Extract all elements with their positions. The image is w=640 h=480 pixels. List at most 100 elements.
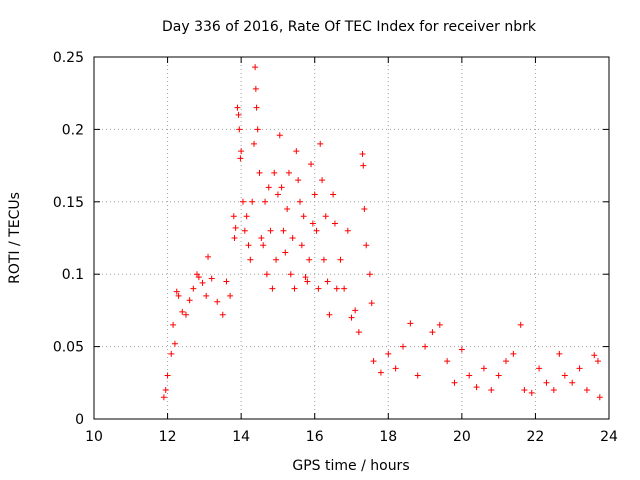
data-point (186, 297, 193, 304)
data-point (162, 387, 169, 394)
data-point (230, 213, 237, 220)
data-point (355, 329, 362, 336)
data-point (543, 379, 550, 386)
data-point (333, 285, 340, 292)
data-point (164, 372, 171, 379)
data-point (317, 140, 324, 147)
x-tick-label: 24 (600, 429, 618, 445)
data-point (503, 358, 509, 365)
data-point (480, 365, 487, 372)
y-tick-label: 0 (75, 412, 84, 428)
data-point (488, 387, 495, 394)
data-point (313, 227, 320, 234)
data-point (400, 343, 406, 350)
y-tick-label: 0.05 (53, 340, 84, 356)
data-point (258, 235, 265, 241)
data-point (322, 213, 329, 220)
data-point (517, 321, 524, 328)
data-point (361, 206, 368, 213)
data-point (521, 387, 528, 394)
data-point (276, 132, 283, 139)
data-point (363, 242, 370, 249)
y-axis-label: ROTI / TECUs (7, 192, 23, 284)
data-point (245, 242, 252, 249)
data-point (302, 274, 309, 281)
data-point (223, 278, 230, 285)
data-point (315, 285, 322, 292)
data-point (444, 358, 451, 365)
x-tick-label: 16 (306, 429, 324, 445)
data-point (473, 384, 480, 391)
x-tick-labels: 10 12 14 16 18 20 22 24 (85, 429, 618, 445)
data-point (550, 387, 557, 394)
data-point (247, 256, 254, 263)
data-point (265, 184, 272, 191)
data-point (271, 169, 278, 176)
data-point (451, 379, 458, 386)
data-point (285, 169, 292, 176)
data-point (160, 394, 167, 401)
data-point (208, 275, 215, 282)
data-point (495, 372, 502, 379)
data-point (252, 85, 259, 92)
data-point (241, 227, 248, 234)
data-point (331, 220, 338, 227)
data-point (205, 253, 212, 260)
data-point (330, 191, 337, 198)
data-point (304, 278, 311, 285)
y-tick-label: 0.1 (62, 267, 84, 283)
data-point (569, 379, 576, 386)
chart-title: Day 336 of 2016, Rate Of TEC Index for r… (162, 19, 537, 35)
data-point (360, 162, 367, 169)
data-point (236, 126, 243, 133)
data-point (422, 343, 429, 350)
data-point (436, 321, 443, 328)
x-tick-label: 12 (159, 429, 177, 445)
data-point (298, 242, 305, 249)
data-point (344, 227, 351, 234)
grid (94, 57, 609, 419)
data-point (528, 389, 535, 396)
data-point (337, 256, 344, 263)
data-point (596, 394, 603, 401)
data-point (341, 285, 348, 292)
data-point (594, 358, 601, 365)
data-point (273, 256, 280, 263)
data-point (583, 387, 590, 394)
data-point (263, 271, 270, 278)
data-point (280, 227, 287, 234)
data-point (407, 320, 414, 327)
data-point (254, 126, 261, 133)
data-point (309, 220, 316, 227)
data-point (306, 256, 313, 263)
data-point (262, 198, 269, 205)
data-point (366, 271, 373, 278)
data-point (227, 292, 234, 299)
data-point (576, 365, 583, 372)
data-point (282, 249, 289, 256)
data-point (348, 314, 355, 321)
data-point (300, 213, 307, 220)
data-point (190, 285, 197, 292)
data-point (231, 235, 238, 241)
data-point (324, 278, 331, 285)
data-point (370, 358, 377, 365)
data-point (253, 104, 260, 111)
data-point (308, 161, 315, 168)
data-point (168, 350, 175, 357)
data-point (466, 372, 473, 379)
data-point (326, 311, 333, 318)
data-point (203, 292, 210, 299)
data-point (238, 148, 245, 155)
data-point (249, 198, 256, 205)
data-point (291, 285, 298, 292)
data-point (173, 288, 180, 295)
data-point (278, 184, 285, 191)
x-tick-label: 10 (85, 429, 103, 445)
data-point (591, 352, 598, 359)
data-point (179, 308, 186, 315)
data-point (235, 111, 242, 118)
data-point (561, 372, 568, 379)
data-point (556, 350, 563, 357)
